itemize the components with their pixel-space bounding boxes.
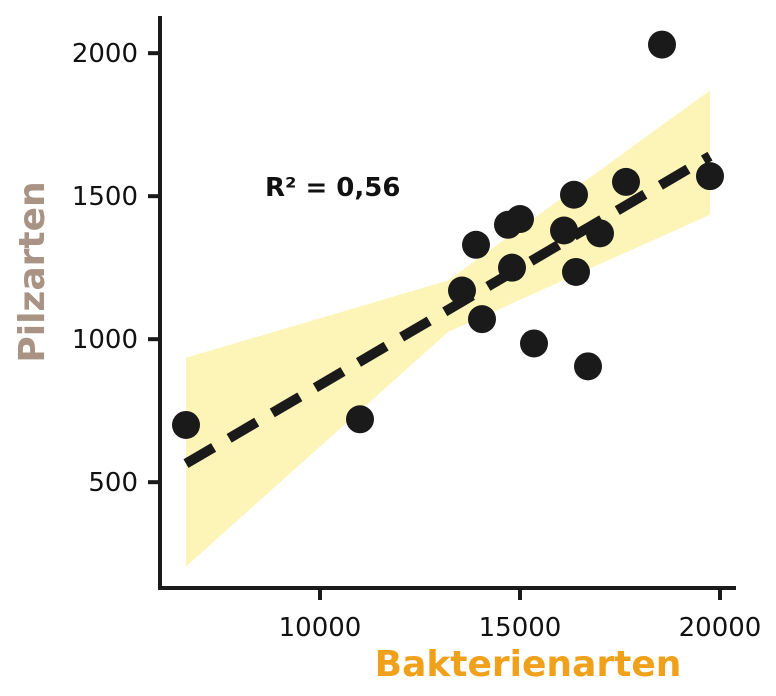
y-tick-label: 1500 [72, 182, 138, 212]
data-point [562, 257, 590, 286]
y-axis-label: Pilzarten [12, 181, 53, 362]
y-tick-label: 1000 [72, 325, 138, 355]
confidence-band [186, 90, 710, 567]
data-point [520, 329, 548, 358]
data-point [346, 405, 374, 434]
trendline-layer [183, 151, 713, 468]
x-tick-label: 20000 [679, 613, 762, 643]
trendline [183, 151, 713, 468]
data-point [550, 216, 578, 245]
data-point [612, 167, 640, 196]
data-point [448, 276, 476, 305]
y-tick-label: 2000 [72, 39, 138, 69]
y-tick-label: 500 [88, 468, 138, 498]
data-point [498, 253, 526, 282]
confidence-band-layer [186, 90, 710, 567]
data-point [462, 230, 490, 259]
points-layer [172, 30, 724, 439]
data-point [574, 352, 602, 381]
data-point [172, 410, 200, 439]
x-tick-label: 10000 [279, 613, 362, 643]
x-axis-label: Bakterienarten [375, 644, 682, 685]
data-point [506, 205, 534, 234]
data-point [468, 305, 496, 334]
data-point [560, 180, 588, 209]
data-point [648, 30, 676, 59]
x-tick-label: 15000 [479, 613, 562, 643]
axes-layer: 500 1000 1500 2000 10000 15000 20000 [72, 16, 762, 643]
data-point [586, 219, 614, 248]
data-point [696, 162, 724, 191]
r-squared-annotation: R² = 0,56 [265, 173, 400, 203]
